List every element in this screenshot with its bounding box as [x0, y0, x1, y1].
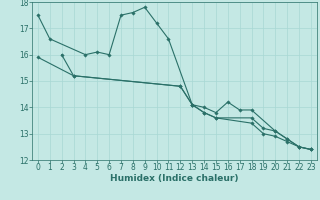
X-axis label: Humidex (Indice chaleur): Humidex (Indice chaleur): [110, 174, 239, 183]
